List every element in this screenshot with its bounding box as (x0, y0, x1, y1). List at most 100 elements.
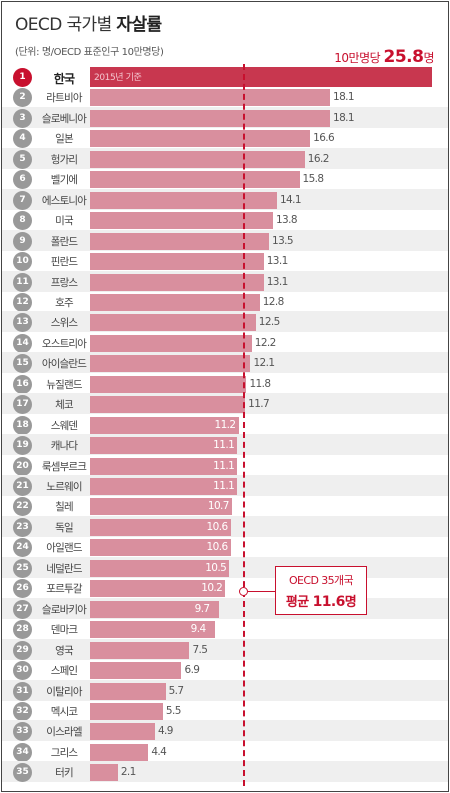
value-label: 15.8 (302, 173, 325, 186)
value-label: 11.1 (213, 459, 235, 472)
value-label: 13.1 (266, 255, 289, 268)
rank-badge: 16 (13, 374, 32, 394)
rank-badge: 31 (13, 681, 32, 701)
bar (90, 355, 251, 373)
value-label: 14.1 (279, 193, 302, 206)
country-label: 영국 (55, 644, 74, 657)
value-label: 10.6 (206, 541, 229, 554)
value-label: 16.6 (313, 132, 335, 145)
country-label: 룩셈부르크 (41, 460, 87, 473)
rank-badge: 23 (13, 517, 32, 537)
value-label: 10.5 (205, 561, 227, 574)
country-label: 이탈리아 (46, 685, 82, 698)
rank-badge: 2 (13, 88, 32, 108)
rank-badge: 14 (13, 333, 32, 353)
country-label: 폴란드 (50, 235, 78, 248)
top-callout-suffix: 명 (423, 51, 434, 65)
country-label: 슬로바키아 (41, 603, 87, 616)
rank-badge: 28 (13, 620, 32, 640)
country-label: 헝가리 (50, 153, 78, 166)
value-label: 11.2 (214, 418, 237, 431)
bar (90, 273, 264, 291)
first-row-note: 2015년 기준 (94, 73, 142, 83)
value-label: 12.1 (253, 357, 275, 370)
value-label: 11.1 (213, 480, 235, 492)
rank-badge: 29 (13, 640, 32, 660)
value-label: 10.7 (207, 500, 230, 513)
average-callout-line1: OECD 35개국 (288, 574, 354, 587)
chart-title: OECD 국가별 자살률 (15, 10, 162, 35)
country-label: 아이슬란드 (41, 358, 87, 371)
country-label: 벨기에 (50, 174, 78, 187)
bar (90, 539, 231, 557)
value-label: 4.9 (157, 725, 174, 738)
country-label: 호주 (55, 296, 74, 309)
average-reference-line (243, 64, 245, 786)
rank-badge: 5 (13, 149, 32, 169)
top-callout-value: 25.8 (383, 47, 424, 67)
country-label: 뉴질랜드 (46, 378, 82, 391)
bar (90, 478, 238, 495)
bar (90, 416, 239, 434)
country-label: 멕시코 (50, 705, 78, 718)
country-label: 그리스 (50, 746, 78, 759)
rank-badge: 25 (13, 558, 32, 578)
bar (90, 498, 232, 516)
value-label: 11.7 (248, 398, 270, 411)
bar (90, 212, 273, 230)
country-label: 아일랜드 (46, 542, 82, 555)
country-label: 이스라엘 (46, 726, 82, 739)
top-callout: 10만명당 25.8명 (334, 47, 434, 67)
value-label: 12.2 (254, 336, 277, 349)
value-label: 11.8 (249, 377, 271, 390)
country-label: 독일 (55, 521, 74, 534)
value-label: 13.1 (266, 275, 289, 288)
bar (90, 764, 118, 782)
country-label: 스위스 (50, 317, 78, 330)
rank-badge: 26 (13, 579, 32, 599)
value-label: 5.5 (165, 704, 182, 717)
rank-badge: 12 (13, 292, 32, 312)
average-callout: OECD 35개국 평균 11.6명 (275, 566, 367, 615)
country-label: 캐나다 (50, 440, 78, 453)
bar (90, 150, 305, 168)
value-label: 6.9 (184, 664, 200, 677)
top-callout-prefix: 10만명당 (334, 51, 381, 65)
bar (90, 662, 182, 680)
country-label: 핀란드 (50, 256, 78, 269)
value-label: 12.8 (262, 295, 285, 308)
rank-badge: 20 (13, 456, 32, 476)
bar (90, 375, 247, 393)
bar (90, 600, 219, 618)
value-label: 10.6 (206, 520, 229, 533)
bar (90, 437, 238, 455)
country-label: 노르웨이 (46, 481, 82, 493)
value-label: 16.2 (307, 152, 330, 165)
bar (90, 518, 231, 536)
value-label: 9.4 (190, 623, 207, 636)
rank-badge: 1 (13, 68, 32, 87)
bar (90, 191, 277, 209)
country-label: 프랑스 (50, 276, 78, 289)
rank-badge: 24 (13, 538, 32, 558)
rank-badge: 4 (13, 129, 32, 149)
country-label: 라트비아 (46, 92, 82, 105)
value-label: 10.2 (201, 582, 223, 595)
rank-badge: 13 (13, 313, 32, 333)
country-label: 칠레 (55, 501, 74, 514)
unit-note: (단위: 명/OECD 표준인구 10만명당) (15, 47, 164, 58)
rank-badge: 35 (13, 763, 32, 783)
country-label: 한국 (53, 72, 75, 86)
bar (90, 334, 252, 352)
country-label: 일본 (55, 133, 74, 146)
average-value: 11.6 (312, 594, 346, 610)
country-label: 터키 (55, 767, 74, 780)
rank-badge: 19 (13, 436, 32, 456)
country-label: 슬로베니아 (41, 112, 87, 125)
value-label: 7.5 (192, 643, 208, 656)
country-label: 오스트리아 (41, 337, 87, 350)
value-label: 4.4 (151, 745, 167, 758)
rank-badge: 34 (13, 742, 32, 762)
value-label: 18.1 (333, 91, 355, 104)
title-bold: 자살률 (116, 15, 162, 35)
